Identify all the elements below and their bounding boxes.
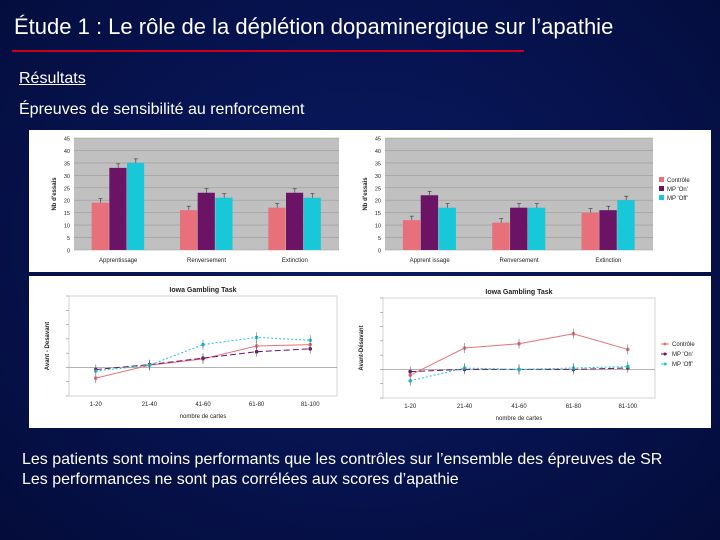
legend-label: Contrôle <box>672 342 695 348</box>
bar <box>109 167 127 250</box>
x-tick-label: 1-20 <box>404 404 417 410</box>
legend-label: MP 'On' <box>667 187 688 193</box>
series-line <box>410 366 628 382</box>
bar <box>581 212 599 250</box>
bar <box>599 210 617 250</box>
y-tick-label: 15 <box>64 211 70 217</box>
y-tick-label: 45 <box>375 137 381 143</box>
y-tick-label: 30 <box>64 174 70 180</box>
line-chart-left: Iowa Gambling Task Avant - Desavant 1-20 21… <box>45 287 338 420</box>
y-tick-label: 40 <box>375 149 381 155</box>
legend-marker <box>663 342 667 346</box>
chart-title: Iowa Gambling Task <box>485 289 552 296</box>
y-axis-label: Avant - Desavant <box>45 322 51 370</box>
x-tick-label: 21-40 <box>142 402 158 408</box>
line-chart-right-panel: Iowa Gambling Task Avant-Désavant 1-20 21-4… <box>349 276 711 428</box>
x-tick-label: Renversement <box>499 258 538 264</box>
bar <box>438 207 456 250</box>
bar-chart-right: 0 5 10 15 20 25 30 35 40 45 Nb d'essais Apprent iss… <box>363 137 690 265</box>
bar <box>180 210 198 250</box>
legend-label: MP 'Off' <box>672 362 693 368</box>
conclusion-text: Les patients sont moins performants que … <box>22 450 712 490</box>
bar-chart-left-panel: 0 5 10 15 20 25 30 35 40 45 Nb d'essais Apprentissa… <box>29 130 349 272</box>
x-tick-label: 61-80 <box>249 402 265 408</box>
y-tick-label: 0 <box>378 249 381 255</box>
legend-swatch <box>659 186 664 191</box>
y-tick-label: 20 <box>375 199 381 205</box>
y-tick-label: 15 <box>375 211 381 217</box>
y-tick-label: 45 <box>64 137 70 143</box>
line-chart-left-panel: Iowa Gambling Task Avant - Desavant 1-20 21… <box>29 276 349 428</box>
results-heading: Résultats <box>19 70 86 87</box>
title-underline <box>12 50 524 52</box>
section-heading: Épreuves de sensibilité au renforcement <box>19 101 305 118</box>
y-tick-label: 10 <box>64 224 70 230</box>
x-tick-label: Apprentissage <box>99 258 138 264</box>
y-tick-label: 30 <box>375 174 381 180</box>
y-axis-label: Nb d'essais <box>52 177 58 211</box>
x-tick-label: 1-20 <box>90 402 103 408</box>
conclusion-line-1: Les patients sont moins performants que … <box>22 451 663 468</box>
y-tick-label: 35 <box>375 161 381 167</box>
y-tick-label: 25 <box>375 186 381 192</box>
bar <box>127 162 145 250</box>
legend-swatch <box>659 177 664 182</box>
x-tick-label: 81-100 <box>301 402 320 408</box>
y-tick-label: 40 <box>64 149 70 155</box>
y-axis-label: Avant-Désavant <box>359 325 365 370</box>
legend-label: Contrôle <box>667 178 690 184</box>
legend-marker <box>663 362 667 366</box>
x-axis-label: nombre de cartes <box>180 414 227 420</box>
x-tick-label: 21-40 <box>457 404 473 410</box>
x-axis-label: nombre de cartes <box>496 416 543 422</box>
bar <box>91 202 109 250</box>
bar <box>617 200 635 250</box>
y-tick-label: 10 <box>375 224 381 230</box>
slide-title: Étude 1 : Le rôle de la déplétion dopami… <box>14 14 614 39</box>
y-tick-label: 20 <box>64 199 70 205</box>
legend-label: MP 'On' <box>672 352 693 358</box>
legend-marker <box>663 352 667 356</box>
bar <box>527 207 546 250</box>
bar <box>402 220 421 250</box>
x-tick-label: 61-80 <box>566 404 582 410</box>
x-tick-label: Extinction <box>282 258 308 264</box>
plot-area <box>382 297 656 399</box>
bar <box>420 195 439 250</box>
bar <box>286 192 304 250</box>
bar-chart-left: 0 5 10 15 20 25 30 35 40 45 Nb d'essais Apprentissa… <box>52 137 339 264</box>
x-tick-label: Renversement <box>187 258 226 264</box>
x-tick-label: 81-100 <box>618 404 637 410</box>
x-tick-label: 41-60 <box>511 404 527 410</box>
conclusion-line-2: Les performances ne sont pas corrélées a… <box>22 471 459 488</box>
x-tick-label: 41-60 <box>195 402 211 408</box>
bar <box>215 197 233 250</box>
y-tick-label: 5 <box>378 236 381 242</box>
bar-chart-right-panel: 0 5 10 15 20 25 30 35 40 45 Nb d'essais Apprent iss… <box>349 130 711 272</box>
y-tick-label: 5 <box>67 236 70 242</box>
bar <box>303 197 321 250</box>
x-tick-label: Apprent issage <box>410 258 451 264</box>
chart-title: Iowa Gambling Task <box>169 287 236 294</box>
x-tick-label: Extinction <box>595 258 621 264</box>
bar <box>510 207 528 250</box>
legend-label: MP 'Off' <box>667 196 688 202</box>
legend-swatch <box>659 195 664 200</box>
y-tick-label: 0 <box>67 249 70 255</box>
bar <box>492 222 510 250</box>
y-tick-label: 25 <box>64 186 70 192</box>
y-tick-label: 35 <box>64 161 70 167</box>
y-axis-label: Nb d'essais <box>363 177 369 211</box>
line-chart-right: Iowa Gambling Task Avant-Désavant 1-20 21-4… <box>359 289 695 422</box>
bar <box>197 192 215 250</box>
bar <box>268 207 286 250</box>
